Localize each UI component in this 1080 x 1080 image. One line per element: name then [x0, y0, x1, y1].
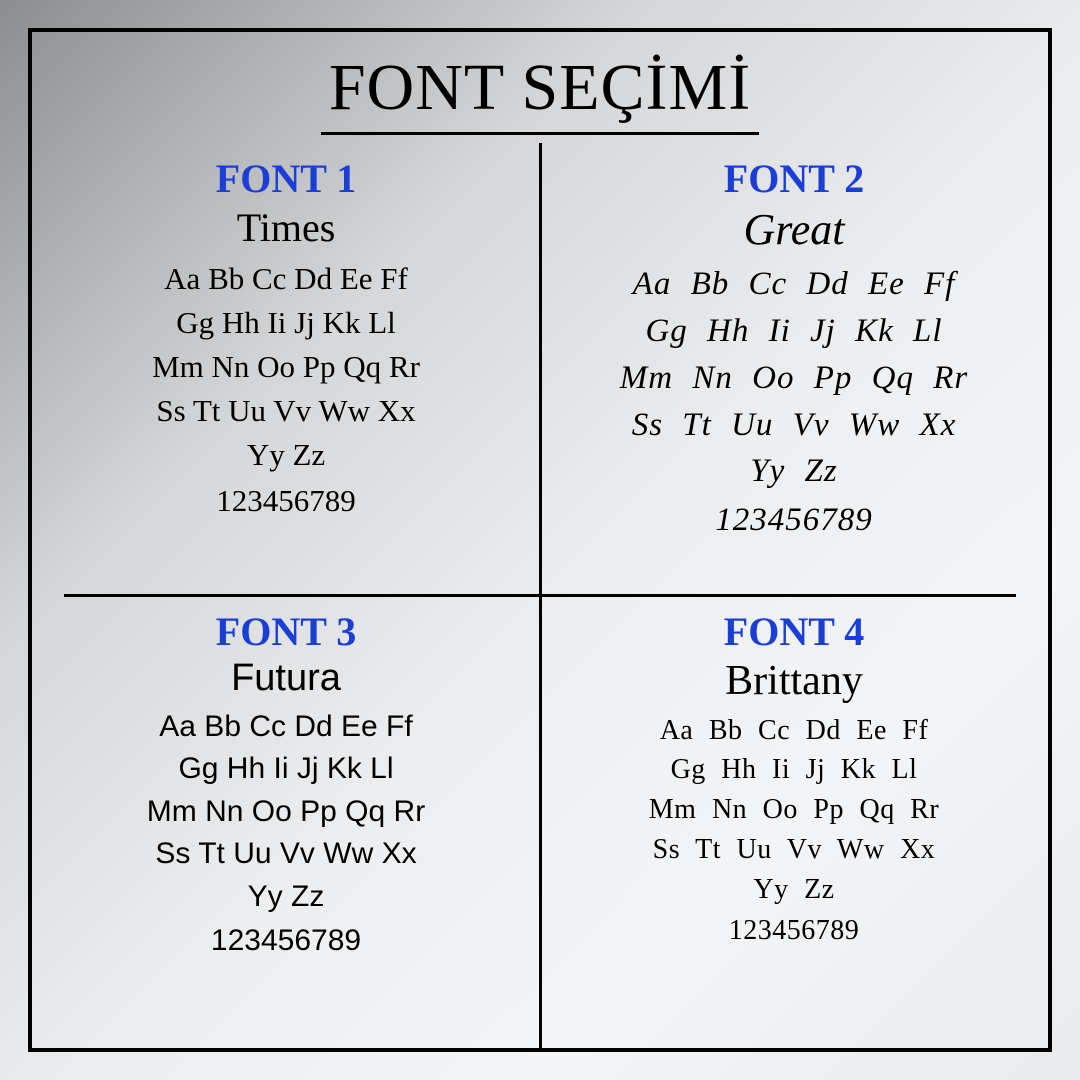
sample-numbers: 123456789 [152, 479, 420, 523]
font-sample: Aa Bb Cc Dd Ee Ff Gg Hh Ii Jj Kk Ll Mm N… [620, 261, 968, 544]
font-name: Times [237, 204, 336, 251]
sample-row: Aa Bb Cc Dd Ee Ff [649, 711, 939, 751]
font-sample: Aa Bb Cc Dd Ee Ff Gg Hh Ii Jj Kk Ll Mm N… [152, 257, 420, 523]
outer-frame: FONT SEÇİMİ FONT 1 Times Aa Bb Cc Dd Ee … [28, 28, 1052, 1052]
sample-row: Yy Zz [152, 433, 420, 477]
sample-row: Yy Zz [620, 448, 968, 495]
cell-font-2: FONT 2 Great Aa Bb Cc Dd Ee Ff Gg Hh Ii … [540, 143, 1048, 596]
font-name: Brittany [725, 657, 863, 705]
sample-row: Yy Zz [147, 876, 425, 919]
font-label: FONT 3 [216, 608, 356, 655]
font-name: Great [743, 204, 844, 255]
sample-row: Mm Nn Oo Pp Qq Rr [620, 355, 968, 402]
cell-font-1: FONT 1 Times Aa Bb Cc Dd Ee Ff Gg Hh Ii … [32, 143, 540, 596]
sample-row: Gg Hh Ii Jj Kk Ll [649, 750, 939, 790]
cell-font-3: FONT 3 Futura Aa Bb Cc Dd Ee Ff Gg Hh Ii… [32, 596, 540, 1049]
sample-row: Ss Tt Uu Vv Ww Xx [152, 389, 420, 433]
title-wrap: FONT SEÇİMİ [32, 32, 1048, 143]
page-title: FONT SEÇİMİ [321, 50, 759, 135]
sample-row: Mm Nn Oo Pp Qq Rr [649, 790, 939, 830]
sample-row: Aa Bb Cc Dd Ee Ff [620, 261, 968, 308]
sample-row: Aa Bb Cc Dd Ee Ff [152, 257, 420, 301]
sample-numbers: 123456789 [649, 911, 939, 951]
sample-row: Gg Hh Ii Jj Kk Ll [152, 301, 420, 345]
sample-row: Gg Hh Ii Jj Kk Ll [620, 308, 968, 355]
sample-row: Ss Tt Uu Vv Ww Xx [620, 402, 968, 449]
sample-row: Ss Tt Uu Vv Ww Xx [649, 830, 939, 870]
font-label: FONT 1 [216, 155, 356, 202]
sample-row: Mm Nn Oo Pp Qq Rr [147, 791, 425, 834]
font-sample: Aa Bb Cc Dd Ee Ff Gg Hh Ii Jj Kk Ll Mm N… [147, 706, 425, 964]
font-grid: FONT 1 Times Aa Bb Cc Dd Ee Ff Gg Hh Ii … [32, 143, 1048, 1048]
sample-row: Yy Zz [649, 870, 939, 910]
sample-row: Aa Bb Cc Dd Ee Ff [147, 706, 425, 749]
font-sample: Aa Bb Cc Dd Ee Ff Gg Hh Ii Jj Kk Ll Mm N… [649, 711, 939, 952]
cell-font-4: FONT 4 Brittany Aa Bb Cc Dd Ee Ff Gg Hh … [540, 596, 1048, 1049]
sample-numbers: 123456789 [620, 497, 968, 544]
sample-row: Mm Nn Oo Pp Qq Rr [152, 345, 420, 389]
sample-row: Gg Hh Ii Jj Kk Ll [147, 748, 425, 791]
sample-numbers: 123456789 [147, 920, 425, 963]
font-label: FONT 2 [724, 155, 864, 202]
font-label: FONT 4 [724, 608, 864, 655]
font-name: Futura [231, 657, 341, 700]
sample-row: Ss Tt Uu Vv Ww Xx [147, 833, 425, 876]
divider-horizontal [64, 594, 1016, 597]
